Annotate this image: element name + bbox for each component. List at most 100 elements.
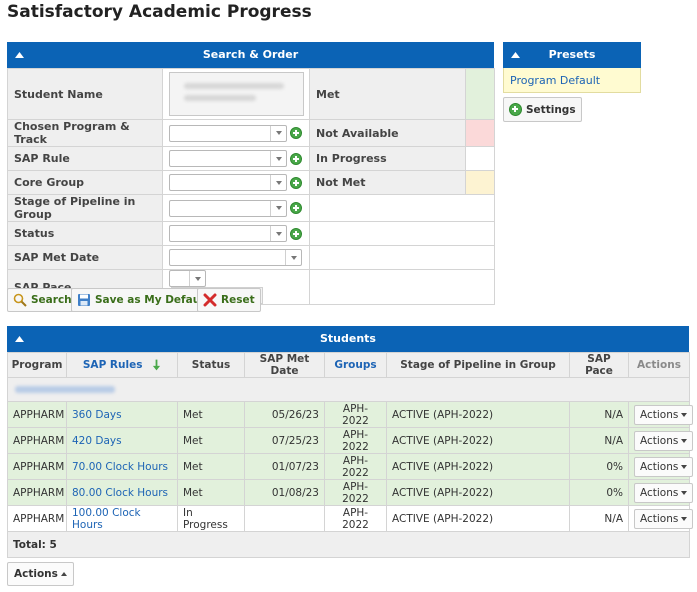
settings-button[interactable]: Settings [503, 97, 582, 122]
collapse-icon[interactable] [14, 326, 24, 352]
cell-met-date: 01/07/23 [244, 453, 325, 480]
student-name-field[interactable] [169, 72, 304, 116]
row-actions-button[interactable]: Actions [634, 456, 694, 477]
cell-met-date [244, 505, 325, 532]
cell-met-date: 07/25/23 [244, 427, 325, 454]
cell-pace: 0% [569, 479, 629, 506]
cell-status: Met [177, 401, 245, 428]
cell-group: APH-2022 [324, 427, 387, 454]
chevron-down-icon [290, 255, 297, 260]
col-program[interactable]: Program [7, 352, 67, 378]
col-status[interactable]: Status [177, 352, 245, 378]
cell-group: APH-2022 [324, 505, 387, 532]
row-actions-button[interactable]: Actions [634, 430, 694, 451]
chevron-down-icon [194, 276, 201, 281]
reset-button-label: Reset [221, 294, 255, 306]
legend-not-met-swatch [465, 170, 495, 195]
add-icon[interactable] [290, 202, 302, 214]
cell-sap-rule-link[interactable]: 100.00 Clock Hours [66, 505, 178, 532]
sap-rule-label: SAP Rule [7, 146, 163, 171]
add-icon[interactable] [290, 152, 302, 165]
core-group-label: Core Group [7, 170, 163, 195]
table-row: APPHARM 80.00 Clock Hours Met 01/08/23 A… [7, 479, 694, 506]
chevron-down-icon [275, 156, 282, 161]
col-pipeline-stage[interactable]: Stage of Pipeline in Group [386, 352, 570, 378]
save-icon [78, 294, 90, 306]
chevron-down-icon [275, 180, 282, 185]
cell-group: APH-2022 [324, 479, 387, 506]
cell-stage: ACTIVE (APH-2022) [386, 505, 570, 532]
sap-met-date-select[interactable] [169, 249, 302, 266]
pipeline-stage-select[interactable] [169, 199, 287, 217]
bulk-actions-button[interactable]: Actions [7, 562, 74, 586]
chevron-down-icon [681, 438, 688, 443]
sap-pace-operator-select[interactable] [169, 270, 206, 287]
table-row: APPHARM 100.00 Clock Hours In Progress A… [7, 505, 694, 532]
status-select[interactable] [169, 225, 287, 242]
cell-program: APPHARM [7, 401, 67, 428]
legend-met-label: Met [309, 68, 466, 120]
cell-sap-rule-link[interactable]: 70.00 Clock Hours [66, 453, 178, 480]
cell-pace: N/A [569, 505, 629, 532]
chevron-down-icon [681, 516, 688, 521]
chevron-up-icon [60, 572, 67, 576]
chevron-down-icon [681, 412, 688, 417]
student-name-link[interactable] [15, 385, 115, 393]
cell-status: Met [177, 427, 245, 454]
row-actions-button[interactable]: Actions [634, 404, 694, 425]
legend-not-available-label: Not Available [309, 119, 466, 147]
cell-sap-rule-link[interactable]: 80.00 Clock Hours [66, 479, 178, 506]
add-icon[interactable] [290, 127, 302, 139]
add-icon[interactable] [290, 227, 302, 240]
cell-stage: ACTIVE (APH-2022) [386, 401, 570, 428]
add-icon[interactable] [290, 176, 302, 189]
col-sap-rules[interactable]: SAP Rules [66, 352, 178, 378]
chevron-down-icon [681, 490, 688, 495]
table-row: APPHARM 360 Days Met 05/26/23 APH-2022 A… [7, 401, 694, 428]
page-title: Satisfactory Academic Progress [7, 2, 312, 22]
cell-group: APH-2022 [324, 453, 387, 480]
table-row: APPHARM 420 Days Met 07/25/23 APH-2022 A… [7, 427, 694, 454]
cell-stage: ACTIVE (APH-2022) [386, 453, 570, 480]
chevron-down-icon [275, 231, 282, 236]
program-track-select[interactable] [169, 124, 287, 142]
col-sap-met-date[interactable]: SAP Met Date [244, 352, 325, 378]
preset-program-default[interactable]: Program Default [503, 68, 641, 93]
col-sap-pace[interactable]: SAP Pace [569, 352, 629, 378]
save-default-button-label: Save as My Default [95, 294, 209, 306]
pipeline-stage-label: Stage of Pipeline in Group [7, 194, 163, 222]
cell-met-date: 01/08/23 [244, 479, 325, 506]
students-header[interactable]: Students [7, 326, 689, 352]
add-icon [509, 103, 522, 116]
core-group-select[interactable] [169, 174, 287, 191]
legend-in-progress-swatch [465, 146, 495, 171]
legend-not-met-label: Not Met [309, 170, 466, 195]
save-default-button[interactable]: Save as My Default [71, 288, 215, 312]
cell-status: Met [177, 453, 245, 480]
cell-status: In Progress [177, 505, 245, 532]
student-group-row[interactable] [7, 377, 690, 402]
collapse-icon[interactable] [14, 42, 24, 68]
col-actions: Actions [628, 352, 690, 378]
cell-status: Met [177, 479, 245, 506]
row-actions-button[interactable]: Actions [634, 508, 694, 529]
cell-sap-rule-link[interactable]: 360 Days [66, 401, 178, 428]
row-actions-button[interactable]: Actions [634, 482, 694, 503]
settings-button-label: Settings [526, 103, 576, 116]
presets-header[interactable]: Presets [503, 42, 641, 68]
presets-panel: Presets Program Default [503, 42, 641, 93]
close-icon [203, 293, 217, 307]
status-label: Status [7, 221, 163, 246]
search-button[interactable]: Search [7, 288, 78, 312]
cell-sap-rule-link[interactable]: 420 Days [66, 427, 178, 454]
reset-button[interactable]: Reset [197, 288, 261, 312]
cell-program: APPHARM [7, 505, 67, 532]
search-order-header[interactable]: Search & Order [7, 42, 494, 68]
collapse-icon[interactable] [510, 42, 520, 68]
cell-stage: ACTIVE (APH-2022) [386, 427, 570, 454]
presets-title: Presets [548, 48, 596, 61]
chevron-down-icon [275, 206, 282, 210]
col-groups[interactable]: Groups [324, 352, 387, 378]
program-track-label: Chosen Program & Track [7, 119, 163, 147]
sap-rule-select[interactable] [169, 150, 287, 167]
